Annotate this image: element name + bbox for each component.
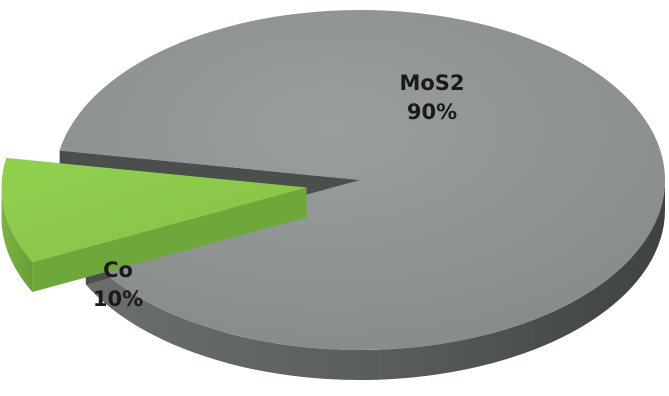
label-co-name: Co xyxy=(103,258,133,282)
label-co-value: 10% xyxy=(93,287,143,311)
slice-co-start-wall xyxy=(32,187,307,293)
slice-mos2-top xyxy=(59,10,665,351)
slice-co xyxy=(1,157,307,293)
slice-co-outer-side xyxy=(1,187,33,293)
slice-mos2-outer-side xyxy=(85,180,666,380)
label-mos2-value: 90% xyxy=(407,100,457,124)
label-mos2-name: MoS2 xyxy=(399,71,464,95)
slice-co-top xyxy=(1,157,307,263)
